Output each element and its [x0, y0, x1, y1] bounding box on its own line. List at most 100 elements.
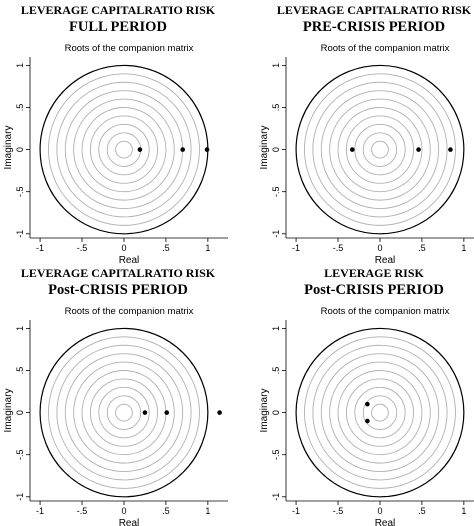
x-tick-label: 1 — [205, 243, 210, 253]
x-tick-label: -1 — [36, 506, 44, 516]
root-point — [217, 410, 222, 415]
x-tick-label: -1 — [292, 243, 300, 253]
x-tick-label: -.5 — [333, 506, 344, 516]
ref-circle — [345, 115, 414, 184]
x-tick-label: 0 — [377, 506, 382, 516]
ref-circle — [106, 395, 142, 430]
y-axis-label: Imaginary — [259, 126, 270, 170]
x-tick-label: 1 — [461, 243, 466, 253]
panel-header: Post-CRISIS PERIOD — [48, 282, 188, 298]
x-tick-label: -1 — [292, 506, 300, 516]
ref-circle — [89, 115, 158, 184]
y-tick-label: -.5 — [15, 186, 25, 197]
panel-header: LEVERAGE CAPITALRATIO RISK — [21, 266, 216, 280]
ref-circle — [56, 81, 192, 218]
ref-circle — [115, 403, 133, 422]
root-point — [204, 147, 210, 152]
x-tick-label: 0 — [121, 506, 126, 516]
ref-circle — [81, 107, 167, 193]
y-tick-label: 0 — [271, 410, 281, 415]
y-tick-label: -.5 — [271, 449, 281, 460]
y-tick-label: .5 — [271, 104, 281, 112]
x-tick-label: 0 — [377, 243, 382, 253]
ref-circle — [329, 361, 431, 464]
x-tick-label: 1 — [461, 506, 466, 516]
y-tick-label: -1 — [15, 230, 25, 238]
unit-circle — [39, 327, 209, 498]
ref-circle — [115, 140, 133, 159]
ref-circle — [304, 73, 456, 226]
x-axis-label: Real — [375, 255, 396, 266]
x-axis-label: Real — [119, 255, 140, 266]
x-axis-label: Real — [375, 518, 396, 526]
panel-header: LEVERAGE RISK — [324, 266, 424, 280]
root-point — [365, 418, 370, 424]
ref-circle — [304, 336, 456, 489]
y-tick-label: .5 — [271, 367, 281, 375]
ref-circle — [312, 81, 448, 218]
ref-circle — [64, 90, 184, 209]
ref-circle — [64, 353, 184, 472]
root-point — [180, 147, 185, 152]
y-tick-label: -.5 — [271, 186, 281, 197]
ref-circle — [106, 132, 142, 167]
y-tick-label: -1 — [271, 493, 281, 501]
root-point — [137, 147, 143, 152]
y-tick-label: 1 — [271, 326, 281, 331]
x-tick-label: .5 — [418, 506, 426, 516]
x-tick-label: -1 — [36, 243, 44, 253]
ref-circle — [48, 336, 200, 489]
y-tick-label: 0 — [15, 147, 25, 152]
y-axis-label: Imaginary — [3, 389, 14, 433]
ref-circle — [354, 123, 406, 176]
y-tick-label: 1 — [15, 326, 25, 331]
ref-circle — [329, 98, 431, 201]
root-point — [164, 410, 170, 415]
unit-circle — [295, 64, 465, 235]
ref-circle — [89, 378, 158, 447]
unit-circle — [295, 327, 465, 498]
root-point — [365, 401, 370, 407]
root-point — [448, 147, 453, 152]
y-axis-label: Imaginary — [259, 389, 270, 433]
ref-circle — [98, 386, 150, 439]
ref-circle — [337, 370, 423, 456]
ref-circle — [320, 353, 440, 472]
plot-title: Roots of the companion matrix — [65, 43, 194, 54]
plot-title: Roots of the companion matrix — [321, 43, 450, 54]
ref-circle — [362, 395, 398, 430]
ref-circle — [371, 140, 389, 159]
y-tick-label: .5 — [15, 367, 25, 375]
y-tick-label: 0 — [15, 410, 25, 415]
panel-header: PRE-CRISIS PERIOD — [303, 19, 445, 35]
ref-circle — [354, 386, 406, 439]
ref-circle — [337, 107, 423, 193]
x-tick-label: 0 — [121, 243, 126, 253]
root-point — [349, 147, 355, 152]
panel-header: FULL PERIOD — [69, 19, 167, 35]
ref-circle — [98, 123, 150, 176]
x-tick-label: .5 — [162, 243, 170, 253]
y-tick-label: 0 — [271, 147, 281, 152]
panel-header: LEVERAGE CAPITALRATIO RISK — [21, 3, 216, 17]
root-point — [142, 410, 148, 415]
x-tick-label: .5 — [162, 506, 170, 516]
plot-title: Roots of the companion matrix — [321, 306, 450, 317]
panel-header: Post-CRISIS PERIOD — [304, 282, 444, 298]
y-axis-label: Imaginary — [3, 126, 14, 170]
ref-circle — [73, 98, 175, 201]
y-tick-label: -.5 — [15, 449, 25, 460]
x-tick-label: 1 — [205, 506, 210, 516]
ref-circle — [312, 344, 448, 481]
ref-circle — [345, 378, 414, 447]
plot-title: Roots of the companion matrix — [65, 306, 194, 317]
y-tick-label: 1 — [15, 63, 25, 68]
ref-circle — [371, 403, 389, 422]
x-tick-label: -.5 — [77, 506, 88, 516]
ref-circle — [48, 73, 200, 226]
y-tick-label: -1 — [15, 493, 25, 501]
y-tick-label: 1 — [271, 63, 281, 68]
x-tick-label: .5 — [418, 243, 426, 253]
ref-circle — [56, 344, 192, 481]
